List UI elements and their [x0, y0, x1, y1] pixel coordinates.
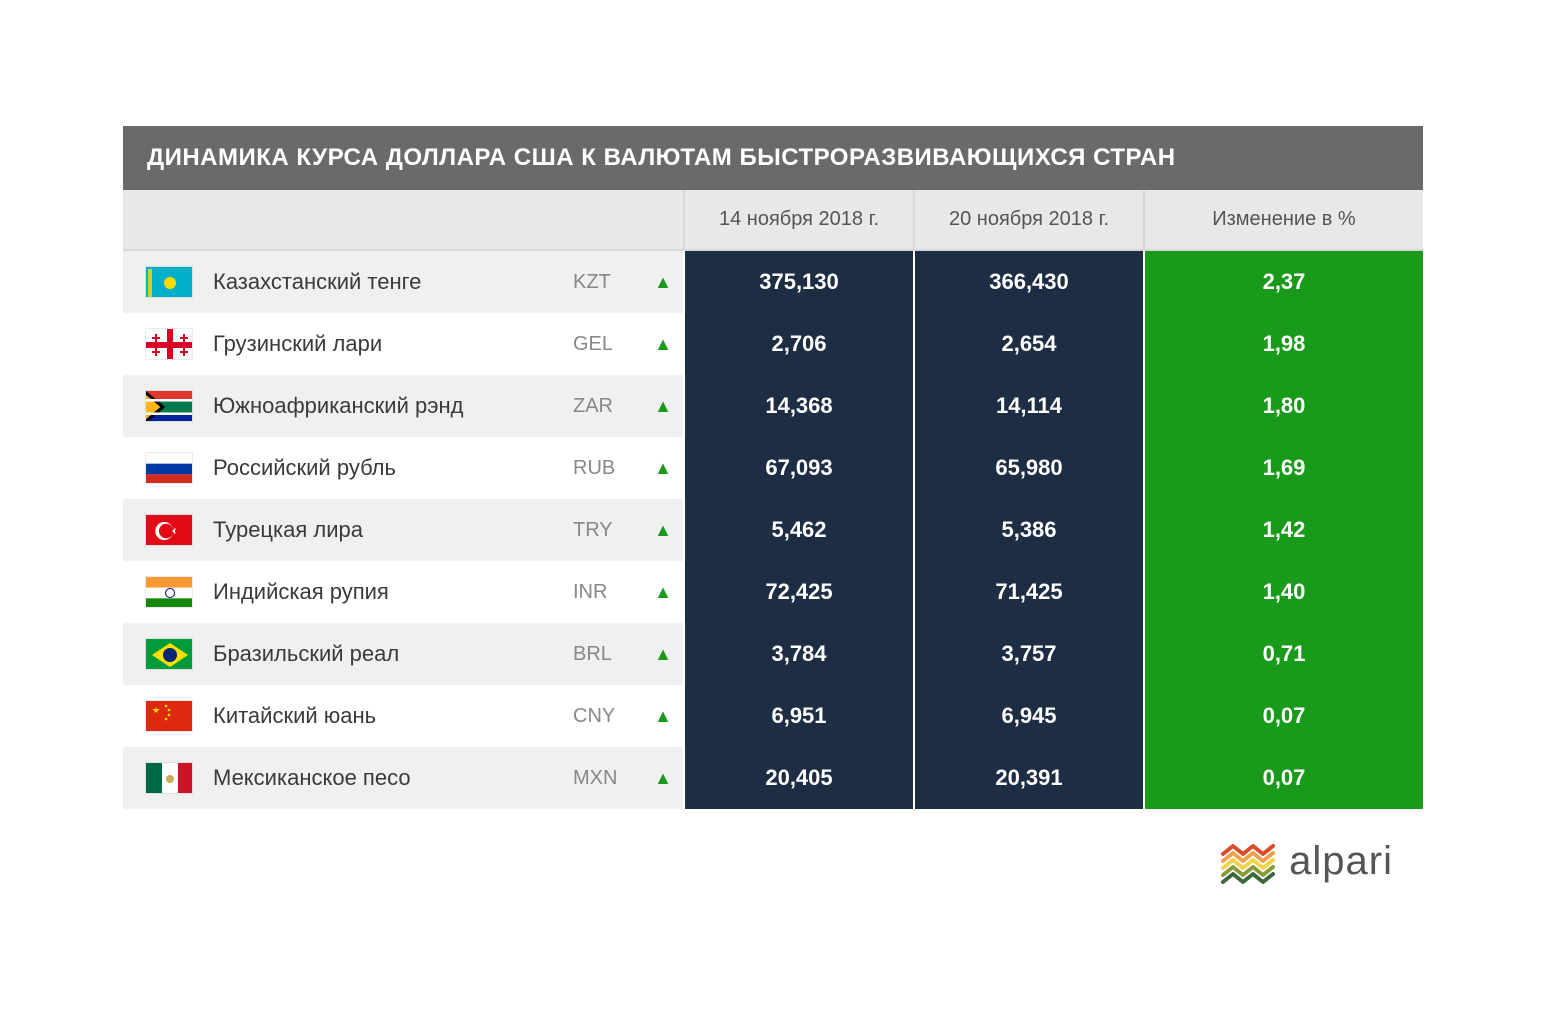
currency-name: Бразильский реал — [213, 641, 573, 667]
currency-name-cell: Индийская рупия INR ▲ — [123, 561, 683, 623]
value-date2: 14,114 — [913, 375, 1143, 437]
value-date1: 3,784 — [683, 623, 913, 685]
table-row: Турецкая лира TRY ▲ 5,462 5,386 1,42 — [123, 499, 1423, 561]
value-date2: 71,425 — [913, 561, 1143, 623]
currency-code: INR — [573, 581, 643, 604]
currency-name-cell: Мексиканское песо MXN ▲ — [123, 747, 683, 809]
flag-icon — [145, 762, 193, 794]
table-row: Китайский юань CNY ▲ 6,951 6,945 0,07 — [123, 685, 1423, 747]
value-change: 0,07 — [1143, 747, 1423, 809]
value-change: 2,37 — [1143, 251, 1423, 313]
table-header: 14 ноября 2018 г. 20 ноября 2018 г. Изме… — [123, 190, 1423, 251]
currency-code: GEL — [573, 333, 643, 356]
value-date2: 20,391 — [913, 747, 1143, 809]
trend-up-icon: ▲ — [643, 768, 683, 789]
value-date1: 20,405 — [683, 747, 913, 809]
value-date1: 6,951 — [683, 685, 913, 747]
value-date2: 366,430 — [913, 251, 1143, 313]
value-change: 1,69 — [1143, 437, 1423, 499]
table-title: ДИНАМИКА КУРСА ДОЛЛАРА США К ВАЛЮТАМ БЫС… — [123, 126, 1423, 190]
header-date1: 14 ноября 2018 г. — [683, 190, 913, 249]
currency-name: Российский рубль — [213, 455, 573, 481]
currency-name-cell: Южноафриканский рэнд ZAR ▲ — [123, 375, 683, 437]
value-change: 1,80 — [1143, 375, 1423, 437]
table-row: Бразильский реал BRL ▲ 3,784 3,757 0,71 — [123, 623, 1423, 685]
currency-name: Южноафриканский рэнд — [213, 393, 573, 419]
value-date2: 3,757 — [913, 623, 1143, 685]
currency-name-cell: Казахстанский тенге KZT ▲ — [123, 251, 683, 313]
currency-name: Индийская рупия — [213, 579, 573, 605]
currency-name: Турецкая лира — [213, 517, 573, 543]
table-row: Грузинский лари GEL ▲ 2,706 2,654 1,98 — [123, 313, 1423, 375]
table-row: Российский рубль RUB ▲ 67,093 65,980 1,6… — [123, 437, 1423, 499]
trend-up-icon: ▲ — [643, 458, 683, 479]
flag-icon — [145, 390, 193, 422]
flag-icon — [145, 452, 193, 484]
currency-name-cell: Бразильский реал BRL ▲ — [123, 623, 683, 685]
trend-up-icon: ▲ — [643, 396, 683, 417]
flag-icon — [145, 328, 193, 360]
value-date1: 67,093 — [683, 437, 913, 499]
trend-up-icon: ▲ — [643, 706, 683, 727]
table-row: Казахстанский тенге KZT ▲ 375,130 366,43… — [123, 251, 1423, 313]
currency-name: Мексиканское песо — [213, 765, 573, 791]
header-date2: 20 ноября 2018 г. — [913, 190, 1143, 249]
trend-up-icon: ▲ — [643, 334, 683, 355]
alpari-logo-icon — [1219, 840, 1275, 884]
currency-table-card: ДИНАМИКА КУРСА ДОЛЛАРА США К ВАЛЮТАМ БЫС… — [123, 126, 1423, 884]
currency-code: BRL — [573, 643, 643, 666]
currency-code: ZAR — [573, 395, 643, 418]
table-row: Индийская рупия INR ▲ 72,425 71,425 1,40 — [123, 561, 1423, 623]
currency-name-cell: Российский рубль RUB ▲ — [123, 437, 683, 499]
value-change: 1,40 — [1143, 561, 1423, 623]
value-change: 0,71 — [1143, 623, 1423, 685]
value-date2: 2,654 — [913, 313, 1143, 375]
currency-code: RUB — [573, 457, 643, 480]
value-date2: 65,980 — [913, 437, 1143, 499]
currency-code: TRY — [573, 519, 643, 542]
brand-logo: alpari — [123, 809, 1423, 884]
trend-up-icon: ▲ — [643, 520, 683, 541]
table-row: Мексиканское песо MXN ▲ 20,405 20,391 0,… — [123, 747, 1423, 809]
flag-icon — [145, 266, 193, 298]
flag-icon — [145, 700, 193, 732]
value-change: 0,07 — [1143, 685, 1423, 747]
header-change: Изменение в % — [1143, 190, 1423, 249]
header-spacer — [123, 190, 683, 249]
currency-code: CNY — [573, 705, 643, 728]
value-date1: 375,130 — [683, 251, 913, 313]
table-body: Казахстанский тенге KZT ▲ 375,130 366,43… — [123, 251, 1423, 809]
trend-up-icon: ▲ — [643, 582, 683, 603]
flag-icon — [145, 514, 193, 546]
currency-name-cell: Китайский юань CNY ▲ — [123, 685, 683, 747]
value-date2: 6,945 — [913, 685, 1143, 747]
currency-code: KZT — [573, 271, 643, 294]
trend-up-icon: ▲ — [643, 644, 683, 665]
value-change: 1,98 — [1143, 313, 1423, 375]
value-change: 1,42 — [1143, 499, 1423, 561]
value-date1: 14,368 — [683, 375, 913, 437]
logo-text: alpari — [1289, 839, 1393, 884]
currency-name: Китайский юань — [213, 703, 573, 729]
currency-code: MXN — [573, 767, 643, 790]
value-date1: 2,706 — [683, 313, 913, 375]
value-date1: 72,425 — [683, 561, 913, 623]
value-date1: 5,462 — [683, 499, 913, 561]
currency-name-cell: Турецкая лира TRY ▲ — [123, 499, 683, 561]
flag-icon — [145, 638, 193, 670]
currency-name-cell: Грузинский лари GEL ▲ — [123, 313, 683, 375]
value-date2: 5,386 — [913, 499, 1143, 561]
table-row: Южноафриканский рэнд ZAR ▲ 14,368 14,114… — [123, 375, 1423, 437]
currency-name: Казахстанский тенге — [213, 269, 573, 295]
currency-name: Грузинский лари — [213, 331, 573, 357]
flag-icon — [145, 576, 193, 608]
trend-up-icon: ▲ — [643, 272, 683, 293]
